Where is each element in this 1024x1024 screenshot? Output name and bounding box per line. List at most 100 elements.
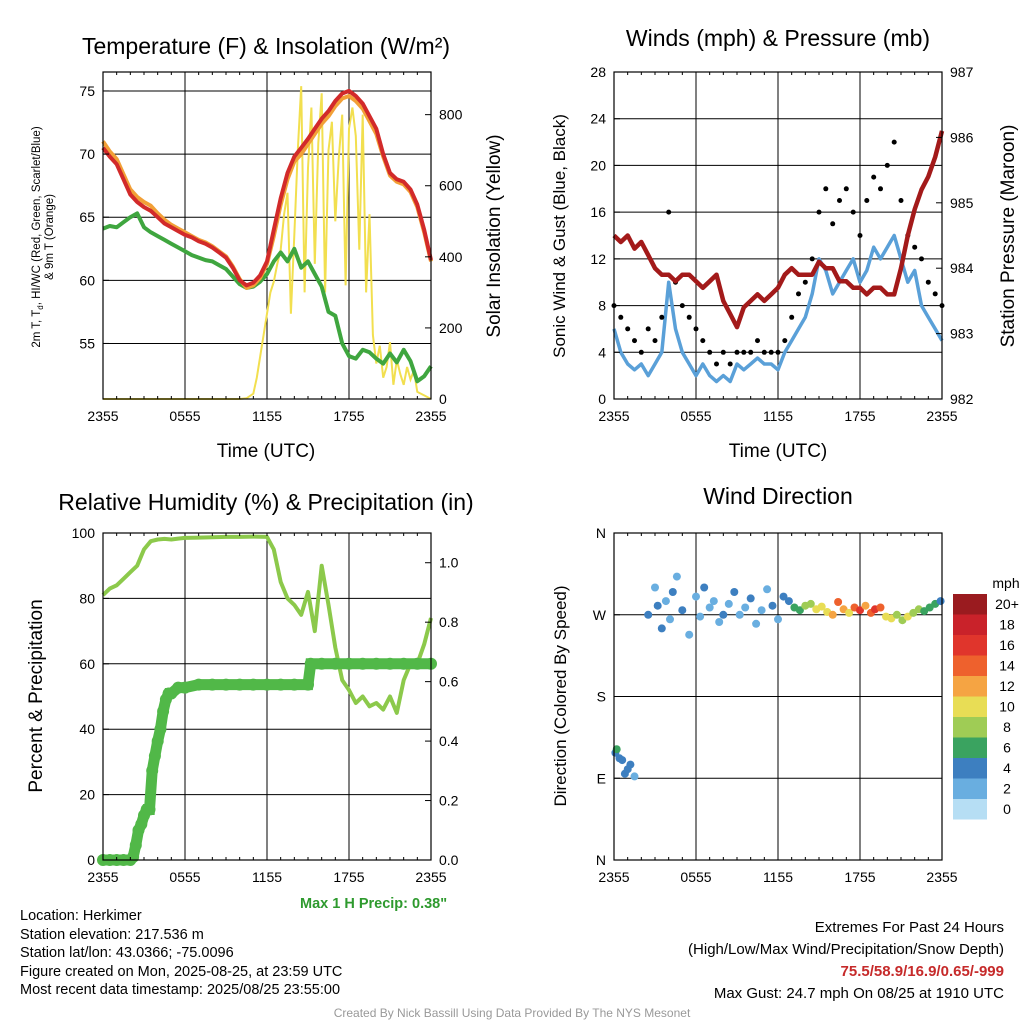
- gust-point: [823, 186, 829, 192]
- gust-point: [843, 186, 849, 192]
- colorbar-label: 14: [999, 658, 1015, 674]
- humidity-ytick-label: 80: [79, 590, 95, 606]
- colorbar-swatch: [953, 799, 987, 820]
- gust-point: [884, 162, 890, 168]
- wind-direction-xtick-label: 0555: [680, 869, 711, 885]
- station-location: Location: Herkimer: [20, 908, 142, 924]
- direction-point: [692, 592, 700, 601]
- pressure-y-axis-label: Station Pressure (Maroon): [998, 125, 1019, 348]
- temperature-panel: Temperature (F) & Insolation (W/m²) 2355…: [31, 33, 505, 462]
- wind-direction-chart-title: Wind Direction: [703, 483, 853, 509]
- temperature-xtick-label: 2355: [87, 408, 118, 424]
- gust-point: [796, 291, 801, 297]
- direction-point: [784, 597, 793, 606]
- gust-point: [932, 291, 938, 297]
- wind-direction-xtick-label: 1155: [763, 869, 793, 885]
- direction-point: [730, 588, 739, 596]
- gust-point: [755, 338, 760, 344]
- gust-point: [761, 349, 767, 355]
- wind-direction-panel: Wind Direction 2355 0555 1155 1755 2355NESWN…: [551, 483, 1020, 885]
- wind-direction-ytick-label: W: [593, 607, 607, 623]
- gust-point: [891, 139, 897, 145]
- direction-point: [696, 612, 705, 621]
- winds-ytick-label: 12: [590, 251, 606, 267]
- direction-point: [752, 619, 761, 628]
- gust-point: [871, 174, 877, 180]
- temperature-ytick-label: 55: [79, 335, 95, 351]
- wind-direction-ytick-label: N: [596, 525, 606, 541]
- winds-y-axis-label: Sonic Wind & Gust (Blue, Black): [550, 114, 569, 358]
- gust-point: [748, 349, 754, 355]
- colorbar-swatch: [953, 737, 987, 758]
- colorbar-label: 20+: [995, 596, 1019, 612]
- pressure-y2tick-label: 987: [950, 64, 974, 80]
- credit-line: Created By Nick Bassill Using Data Provi…: [333, 1006, 691, 1020]
- temperature-x-axis-label: Time (UTC): [217, 441, 316, 462]
- direction-point: [936, 597, 945, 606]
- winds-x-axis-label: Time (UTC): [729, 441, 828, 462]
- insolation-y2tick-label: 0: [439, 391, 447, 407]
- precip-line: [97, 658, 437, 866]
- wind-direction-xtick-label: 1755: [844, 869, 875, 885]
- gust-point: [714, 361, 719, 367]
- direction-point: [892, 610, 901, 619]
- winds-xtick-label: 1155: [763, 408, 793, 424]
- direction-point: [795, 606, 804, 615]
- winds-panel: Winds (mph) & Pressure (mb) 2355 0555 1155…: [550, 25, 1019, 462]
- direction-point: [834, 598, 843, 606]
- wind-direction-ytick-label: E: [597, 770, 606, 786]
- direction-point: [719, 610, 728, 619]
- direction-point: [735, 610, 744, 619]
- humidity-panel: Relative Humidity (%) & Precipitation (i…: [26, 489, 474, 885]
- colorbar-title: mph: [992, 575, 1019, 591]
- extremes-subtitle: (High/Low/Max Wind/Precipitation/Snow De…: [688, 941, 1004, 958]
- temperature-y-axis-label: 2m T, Td, HI/WC (Red, Green, Scarlet/Blu…: [31, 126, 56, 347]
- colorbar-swatch: [953, 594, 987, 615]
- wind-direction-ytick-label: N: [596, 852, 606, 868]
- humidity-ytick-label: 40: [79, 721, 95, 737]
- colorbar-swatch: [953, 778, 987, 799]
- gust-point: [625, 326, 631, 332]
- wind-direction-ytick-label: S: [597, 689, 606, 705]
- winds-chart-title: Winds (mph) & Pressure (mb): [626, 25, 930, 51]
- gust-point: [782, 338, 788, 344]
- insolation-y2tick-label: 600: [439, 178, 463, 194]
- humidity-xtick-label: 2355: [415, 869, 446, 885]
- gust-point: [837, 198, 842, 203]
- direction-point: [768, 601, 777, 610]
- precip-y2tick-label: 1.0: [439, 555, 459, 571]
- direction-point: [741, 603, 750, 612]
- colorbar-swatch: [953, 758, 987, 779]
- gust-point: [666, 209, 672, 215]
- temperature-ytick-label: 65: [79, 209, 95, 225]
- gust-point: [632, 338, 637, 344]
- direction-point: [856, 606, 864, 615]
- temp-2m-line: [101, 88, 433, 288]
- precip-y2tick-label: 0.6: [439, 674, 459, 690]
- insolation-y2tick-label: 800: [439, 107, 463, 123]
- gust-point: [720, 349, 726, 355]
- colorbar-swatch: [953, 635, 987, 656]
- gust-point: [925, 279, 931, 285]
- insolation-y2tick-label: 200: [439, 320, 463, 336]
- sonic-wind-line: [612, 233, 944, 384]
- gust-point: [638, 349, 644, 355]
- colorbar-label: 0: [1003, 801, 1011, 817]
- station-latlon: Station lat/lon: 43.0366; -75.0096: [20, 945, 234, 961]
- colorbar-label: 8: [1003, 719, 1011, 735]
- direction-point: [666, 615, 674, 624]
- gust-point: [768, 349, 774, 355]
- winds-ytick-label: 0: [598, 391, 606, 407]
- winds-ytick-label: 28: [590, 64, 606, 80]
- direction-point: [876, 603, 885, 612]
- direction-point: [746, 594, 755, 603]
- gust-point: [645, 326, 651, 332]
- gust-point: [659, 314, 665, 320]
- max-gust: Max Gust: 24.7 mph On 08/25 at 1910 UTC: [713, 985, 1004, 1002]
- direction-point: [715, 618, 724, 626]
- wind-direction-xtick-label: 2355: [926, 869, 957, 885]
- colorbar-label: 16: [999, 637, 1015, 653]
- winds-xtick-label: 0555: [680, 408, 711, 424]
- winds-ytick-label: 20: [590, 157, 606, 173]
